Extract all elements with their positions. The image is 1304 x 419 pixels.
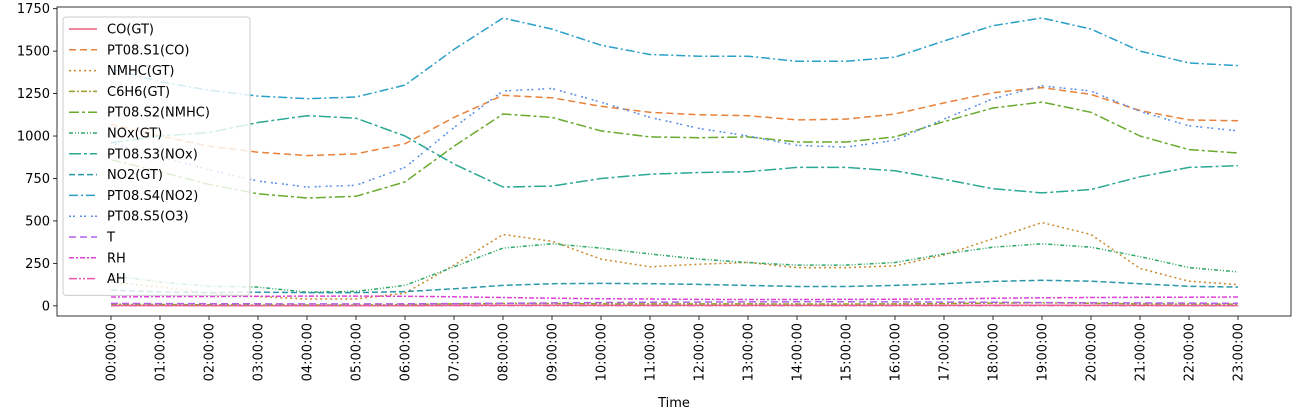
x-tick-label: 15:00:00 — [840, 323, 855, 381]
legend-label-5: NOx(GT) — [107, 127, 162, 142]
x-tick-label: 00:00:00 — [105, 323, 120, 381]
x-tick-label: 19:00:00 — [1036, 323, 1051, 381]
series-line-8 — [110, 17, 1239, 100]
x-tick-label: 11:00:00 — [644, 323, 659, 381]
y-tick-label: 1000 — [17, 130, 50, 145]
y-tick-label: 0 — [42, 299, 50, 314]
x-tick-label: 13:00:00 — [742, 323, 757, 381]
y-tick-label: 500 — [25, 214, 50, 229]
x-axis-label: Time — [657, 396, 690, 411]
series-line-10 — [110, 301, 1239, 305]
x-tick-label: 21:00:00 — [1134, 323, 1149, 381]
x-tick-label: 18:00:00 — [987, 323, 1002, 381]
x-tick-label: 02:00:00 — [203, 323, 218, 381]
x-tick-label: 16:00:00 — [889, 323, 904, 381]
x-tick-label: 07:00:00 — [448, 323, 463, 381]
x-tick-label: 22:00:00 — [1183, 323, 1198, 381]
legend-label-4: PT08.S2(NMHC) — [107, 106, 210, 121]
series-line-4 — [110, 101, 1239, 199]
series-line-5 — [110, 243, 1239, 293]
series-line-1 — [110, 86, 1239, 157]
legend-box — [62, 16, 251, 296]
x-tick-label: 06:00:00 — [399, 323, 414, 381]
legend-label-1: PT08.S1(CO) — [107, 43, 189, 58]
legend-label-12: AH — [107, 272, 126, 287]
plot-area — [56, 6, 1292, 317]
legend-label-0: CO(GT) — [107, 23, 154, 38]
series-line-6 — [110, 114, 1239, 194]
plot-border — [56, 6, 1292, 317]
x-tick-label: 08:00:00 — [497, 323, 512, 381]
series-lines — [110, 17, 1239, 307]
x-tick-label: 03:00:00 — [252, 323, 267, 381]
x-tick-label: 09:00:00 — [546, 323, 561, 381]
x-tick-label: 10:00:00 — [595, 323, 610, 381]
y-tick-label: 250 — [25, 257, 50, 272]
legend-label-11: RH — [107, 251, 126, 266]
legend-label-7: NO2(GT) — [107, 168, 163, 183]
series-line-9 — [110, 85, 1239, 188]
x-tick-label: 04:00:00 — [301, 323, 316, 381]
x-tick-label: 17:00:00 — [938, 323, 953, 381]
series-line-7 — [110, 279, 1239, 294]
legend-label-8: PT08.S4(NO2) — [107, 189, 198, 204]
x-tick-label: 23:00:00 — [1232, 323, 1247, 381]
legend-label-10: T — [106, 231, 115, 246]
series-line-2 — [110, 221, 1239, 300]
legend-label-2: NMHC(GT) — [107, 64, 175, 79]
x-tick-label: 14:00:00 — [791, 323, 806, 381]
y-axis: 0 250 500 750 1000 1250 1500 1750 — [17, 2, 57, 314]
x-axis: 00:00:00 01:00:00 02:00:00 03:00:00 04:00:00… — [105, 316, 1247, 381]
series-line-11 — [110, 295, 1239, 301]
x-tick-label: 20:00:00 — [1085, 323, 1100, 381]
legend: CO(GT) PT08.S1(CO) NMHC(GT) C6H6(GT) PT08.S2… — [62, 16, 251, 296]
legend-label-6: PT08.S3(NOx) — [107, 147, 198, 162]
legend-label-3: C6H6(GT) — [107, 85, 170, 100]
x-tick-label: 12:00:00 — [693, 323, 708, 381]
y-tick-label: 1500 — [17, 45, 50, 60]
x-tick-label: 01:00:00 — [154, 323, 169, 381]
y-tick-label: 1750 — [17, 2, 50, 17]
y-tick-label: 1250 — [17, 87, 50, 102]
x-tick-label: 05:00:00 — [350, 323, 365, 381]
legend-label-9: PT08.S5(O3) — [107, 210, 189, 225]
y-tick-label: 750 — [25, 172, 50, 187]
